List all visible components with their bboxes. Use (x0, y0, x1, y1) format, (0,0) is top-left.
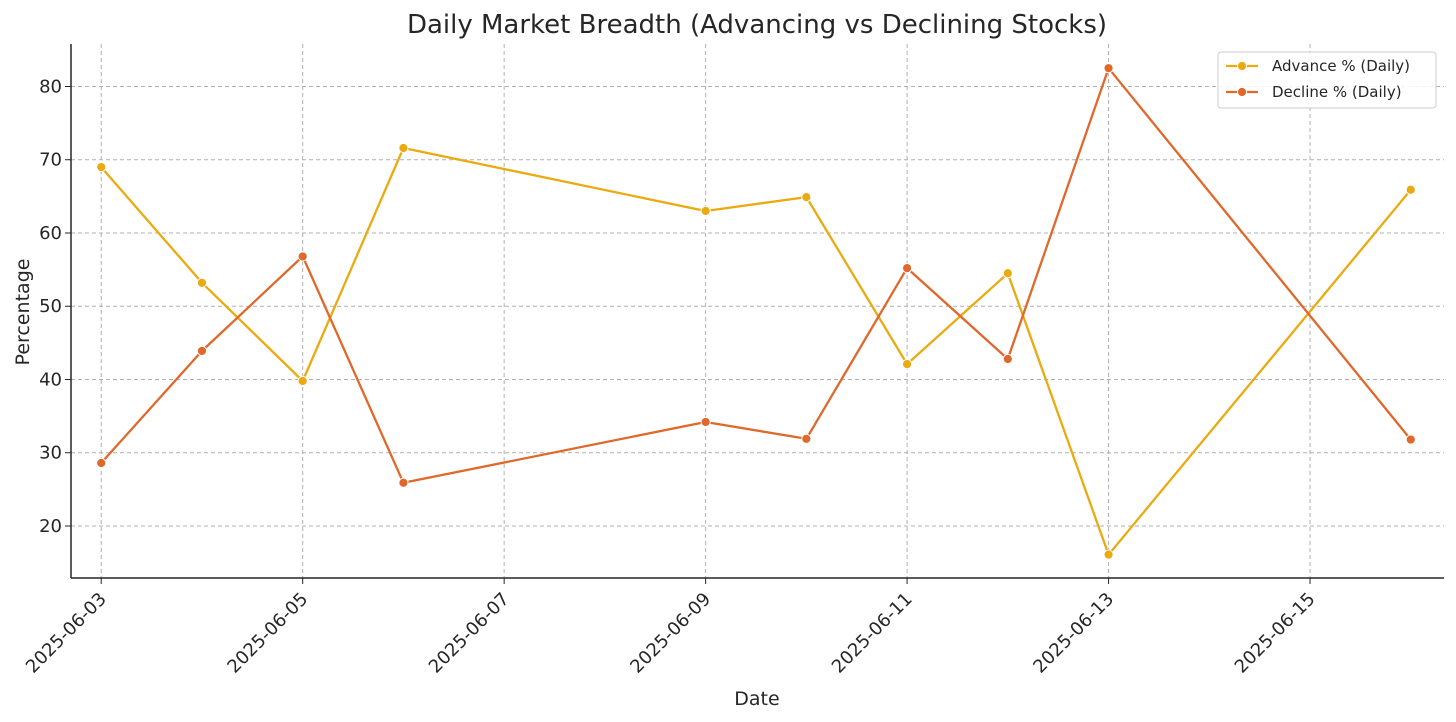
legend-marker (1236, 60, 1248, 72)
legend: Advance % (Daily) Decline % (Daily) (1217, 51, 1437, 109)
data-point (196, 277, 208, 288)
data-point (700, 416, 711, 428)
data-point (901, 263, 913, 274)
x-tick-label: 2025-06-11 (828, 589, 917, 678)
y-tick-label: 60 (39, 223, 62, 244)
data-point (297, 375, 308, 387)
x-tick-label: 2025-06-05 (223, 589, 312, 678)
data-point (1103, 549, 1114, 560)
data-point (801, 433, 812, 444)
chart-title: Daily Market Breadth (Advancing vs Decli… (407, 10, 1107, 40)
y-axis-label: Percentage (12, 259, 34, 366)
legend-label: Decline % (Daily) (1272, 83, 1402, 101)
legend-box (1217, 51, 1437, 109)
data-point (700, 205, 711, 217)
x-tick-label: 2025-06-07 (425, 589, 514, 678)
x-ticks: 2025-06-03 2025-06-05 2025-06-07 2025-06-09… (22, 578, 1320, 678)
x-tick-label: 2025-06-15 (1231, 589, 1320, 678)
data-point (297, 251, 308, 262)
data-point (1405, 184, 1416, 195)
x-tick-label: 2025-06-13 (1029, 589, 1118, 678)
data-point (901, 359, 913, 370)
y-tick-label: 70 (39, 150, 62, 171)
data-point (801, 191, 812, 203)
data-point (398, 477, 409, 488)
legend-item: Advance % (Daily) (1226, 57, 1410, 75)
data-point (96, 161, 107, 173)
data-point (398, 142, 409, 154)
y-tick-label: 20 (39, 516, 62, 537)
y-tick-label: 30 (39, 443, 62, 464)
series-layer (96, 63, 1416, 560)
legend-marker (1236, 86, 1248, 98)
y-tick-label: 50 (39, 296, 62, 317)
data-point (1405, 434, 1416, 445)
x-tick-label: 2025-06-09 (626, 589, 715, 678)
legend-label: Advance % (Daily) (1272, 57, 1410, 75)
series-line (100, 67, 1412, 484)
series-advance (96, 142, 1416, 560)
data-point (96, 457, 107, 469)
data-point (1002, 268, 1013, 279)
series-line (100, 146, 1412, 556)
grid (71, 44, 1444, 578)
x-tick-label: 2025-06-03 (22, 589, 111, 678)
data-point (196, 345, 208, 357)
y-tick-label: 80 (39, 76, 62, 97)
x-axis-label: Date (734, 688, 779, 710)
legend-item: Decline % (Daily) (1226, 83, 1402, 101)
y-tick-label: 40 (39, 369, 62, 390)
data-point (1002, 353, 1013, 365)
series-decline (96, 63, 1416, 488)
axes (70, 44, 1444, 579)
y-ticks: 20 30 40 50 60 70 80 (39, 76, 71, 537)
data-point (1103, 63, 1114, 74)
